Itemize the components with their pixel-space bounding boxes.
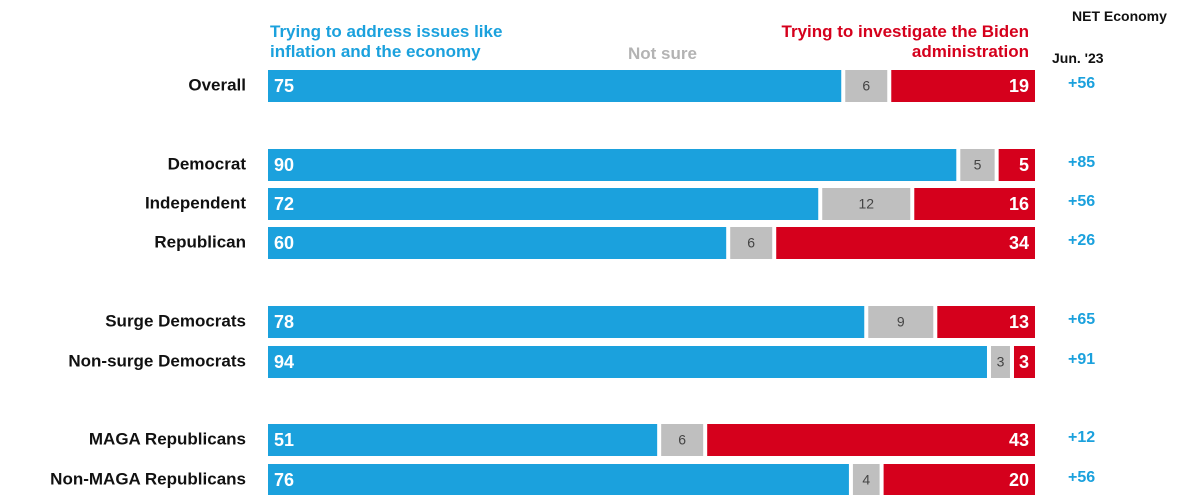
value-label: 51 — [274, 430, 294, 450]
value-label: 5 — [974, 157, 982, 173]
value-label: 60 — [274, 233, 294, 253]
net-label: +91 — [1068, 351, 1095, 368]
bar-segment — [937, 306, 1035, 338]
net-label: +56 — [1068, 75, 1095, 92]
value-label: 90 — [274, 155, 294, 175]
net-subtitle: Jun. '23 — [1052, 50, 1104, 66]
legend-red: Trying to investigate the Biden administ… — [781, 22, 1029, 61]
value-label: 3 — [997, 354, 1005, 370]
bar-segment — [268, 464, 849, 495]
bar-segment — [707, 424, 1035, 456]
value-label: 34 — [1009, 233, 1029, 253]
bar-segment — [268, 149, 957, 181]
net-label: +56 — [1068, 469, 1095, 486]
value-label: 6 — [862, 78, 870, 94]
bar-segment — [845, 70, 888, 102]
category-label: Republican — [154, 232, 246, 251]
bar-segment — [960, 149, 995, 181]
value-label: 19 — [1009, 76, 1029, 96]
bar-segment — [990, 346, 1010, 378]
value-label: 75 — [274, 76, 294, 96]
bar-segment — [891, 70, 1035, 102]
value-label: 9 — [897, 314, 905, 330]
value-label: 16 — [1009, 194, 1029, 214]
bar-segment — [914, 188, 1035, 220]
value-label: 78 — [274, 312, 294, 332]
value-label: 13 — [1009, 312, 1029, 332]
category-label: Overall — [188, 75, 246, 94]
category-label: Non-MAGA Republicans — [50, 469, 246, 488]
net-label: +12 — [1068, 429, 1095, 446]
category-label: Independent — [145, 193, 246, 212]
bar-segment — [268, 227, 727, 259]
bar-segment — [883, 464, 1035, 495]
bar-segment — [268, 306, 865, 338]
value-label: 20 — [1009, 470, 1029, 490]
bar-segment — [268, 424, 658, 456]
category-label: Democrat — [168, 154, 247, 173]
category-label: Surge Democrats — [105, 311, 246, 330]
bar-segment — [661, 424, 704, 456]
value-label: 72 — [274, 194, 294, 214]
value-label: 6 — [678, 432, 686, 448]
net-title: NET Economy — [1072, 8, 1167, 24]
bar-segment — [852, 464, 880, 495]
bar-segment — [268, 346, 987, 378]
value-label: 94 — [274, 352, 294, 372]
category-label: Non-surge Democrats — [68, 351, 246, 370]
bar-segment — [1013, 346, 1035, 378]
bar-segment — [730, 227, 773, 259]
bar-segment — [868, 306, 934, 338]
net-label: +65 — [1068, 311, 1095, 328]
value-label: 6 — [747, 235, 755, 251]
bar-segment — [998, 149, 1035, 181]
bar-segment — [268, 188, 819, 220]
bar-segment — [776, 227, 1035, 259]
value-label: 5 — [1019, 155, 1029, 175]
bar-segment — [268, 70, 842, 102]
category-label: MAGA Republicans — [89, 429, 246, 448]
legend-blue: Trying to address issues like inflation … — [270, 22, 503, 61]
value-label: 12 — [858, 196, 874, 212]
value-label: 4 — [862, 472, 870, 488]
bar-segment — [822, 188, 911, 220]
value-label: 43 — [1009, 430, 1029, 450]
value-label: 76 — [274, 470, 294, 490]
net-label: +56 — [1068, 193, 1095, 210]
legend-gray: Not sure — [628, 44, 697, 63]
value-label: 3 — [1019, 352, 1029, 372]
net-label: +26 — [1068, 232, 1095, 249]
net-label: +85 — [1068, 154, 1095, 171]
